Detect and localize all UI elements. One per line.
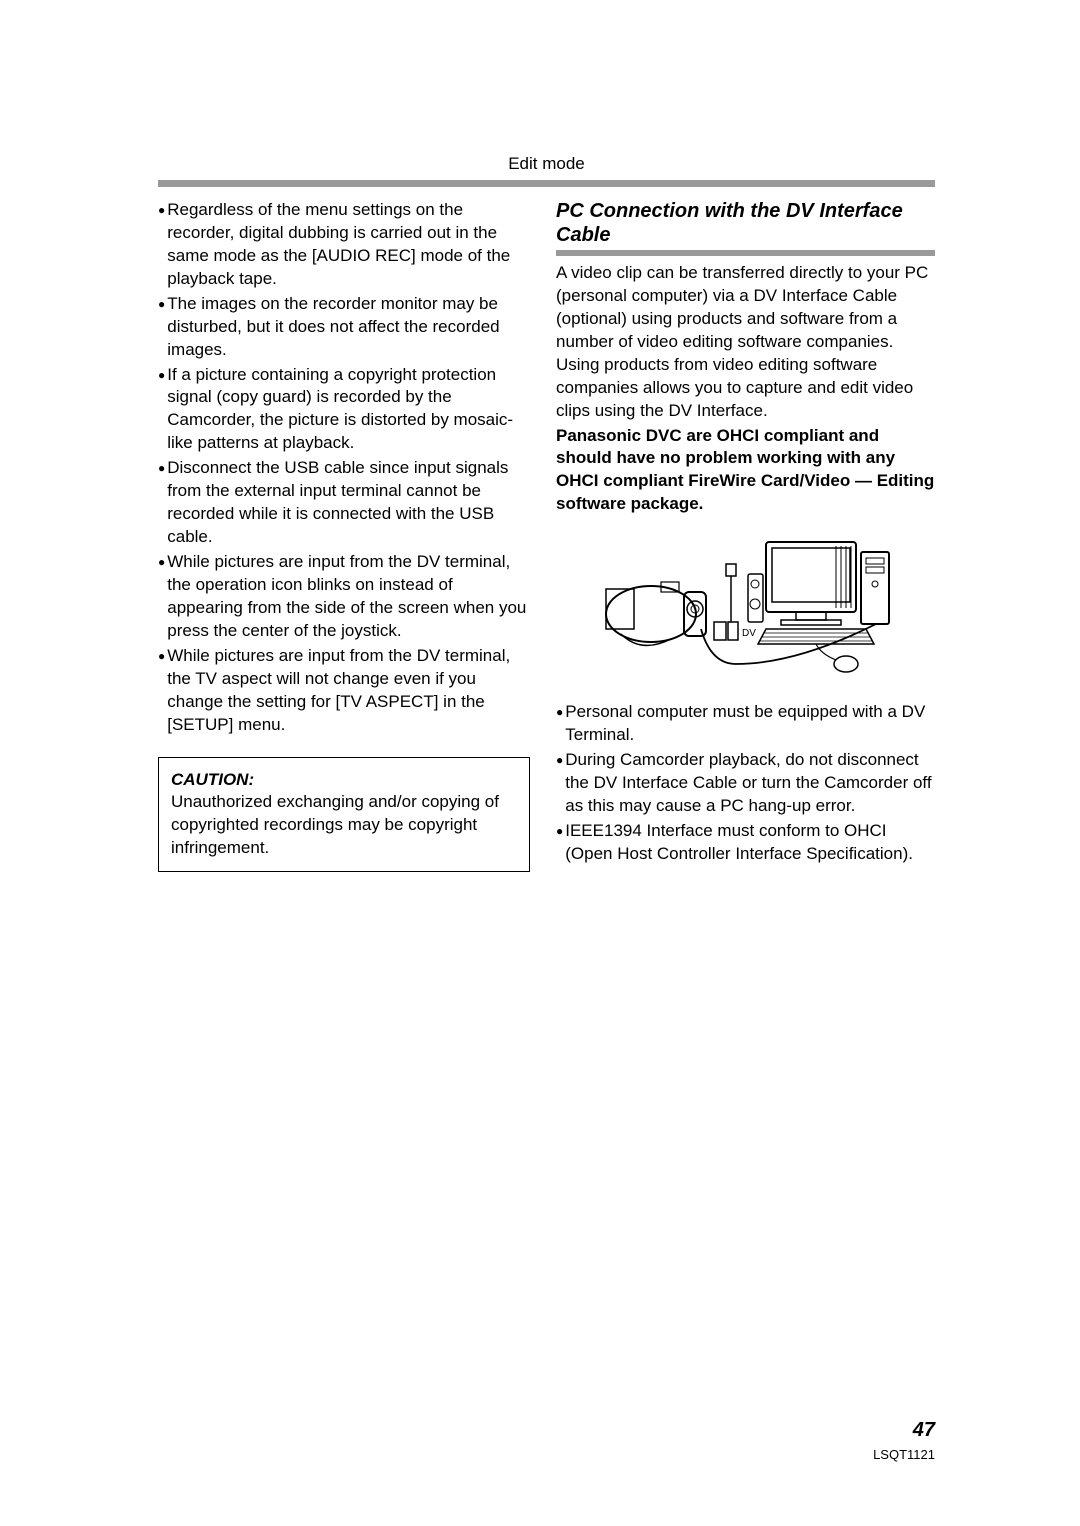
bullet-text: While pictures are input from the DV ter… xyxy=(167,645,530,737)
bullet-icon: ● xyxy=(158,457,167,549)
bullet-icon: ● xyxy=(158,551,167,643)
left-column: ● Regardless of the menu settings on the… xyxy=(158,199,530,872)
header-divider xyxy=(158,180,935,187)
list-item: ● While pictures are input from the DV t… xyxy=(158,551,530,643)
intro-paragraph: A video clip can be transferred directly… xyxy=(556,262,935,423)
dv-connection-illustration: DV xyxy=(596,534,896,689)
two-column-layout: ● Regardless of the menu settings on the… xyxy=(158,199,935,872)
list-item: ● While pictures are input from the DV t… xyxy=(158,645,530,737)
bullet-text: If a picture containing a copyright prot… xyxy=(167,364,530,456)
bullet-icon: ● xyxy=(556,701,565,747)
page-content: Edit mode ● Regardless of the menu setti… xyxy=(0,0,1080,872)
list-item: ● Regardless of the menu settings on the… xyxy=(158,199,530,291)
list-item: ● During Camcorder playback, do not disc… xyxy=(556,749,935,818)
list-item: ● If a picture containing a copyright pr… xyxy=(158,364,530,456)
bullet-icon: ● xyxy=(158,293,167,362)
caution-box: CAUTION: Unauthorized exchanging and/or … xyxy=(158,757,530,873)
bullet-text: Regardless of the menu settings on the r… xyxy=(167,199,530,291)
bullet-text: Disconnect the USB cable since input sig… xyxy=(167,457,530,549)
caution-title: CAUTION: xyxy=(171,769,517,792)
list-item: ● Disconnect the USB cable since input s… xyxy=(158,457,530,549)
bullet-text: Personal computer must be equipped with … xyxy=(565,701,935,747)
section-heading: PC Connection with the DV Interface Cabl… xyxy=(556,199,935,247)
bullet-icon: ● xyxy=(158,364,167,456)
page-footer: 47 LSQT1121 xyxy=(873,1417,935,1464)
caution-text: Unauthorized exchanging and/or copying o… xyxy=(171,791,517,860)
page-number: 47 xyxy=(873,1417,935,1444)
list-item: ● The images on the recorder monitor may… xyxy=(158,293,530,362)
list-item: ● Personal computer must be equipped wit… xyxy=(556,701,935,747)
bold-note: Panasonic DVC are OHCI compliant and sho… xyxy=(556,425,935,517)
bullet-icon: ● xyxy=(556,820,565,866)
bullet-icon: ● xyxy=(556,749,565,818)
bullet-icon: ● xyxy=(158,645,167,737)
bullet-text: While pictures are input from the DV ter… xyxy=(167,551,530,643)
document-id: LSQT1121 xyxy=(873,1446,935,1464)
bullet-icon: ● xyxy=(158,199,167,291)
dv-label-text: DV xyxy=(742,628,756,639)
list-item: ● IEEE1394 Interface must conform to OHC… xyxy=(556,820,935,866)
right-column: PC Connection with the DV Interface Cabl… xyxy=(556,199,935,872)
header-title: Edit mode xyxy=(158,153,935,176)
bullet-text: The images on the recorder monitor may b… xyxy=(167,293,530,362)
section-divider xyxy=(556,250,935,256)
bullet-text: IEEE1394 Interface must conform to OHCI … xyxy=(565,820,935,866)
bullet-text: During Camcorder playback, do not discon… xyxy=(565,749,935,818)
